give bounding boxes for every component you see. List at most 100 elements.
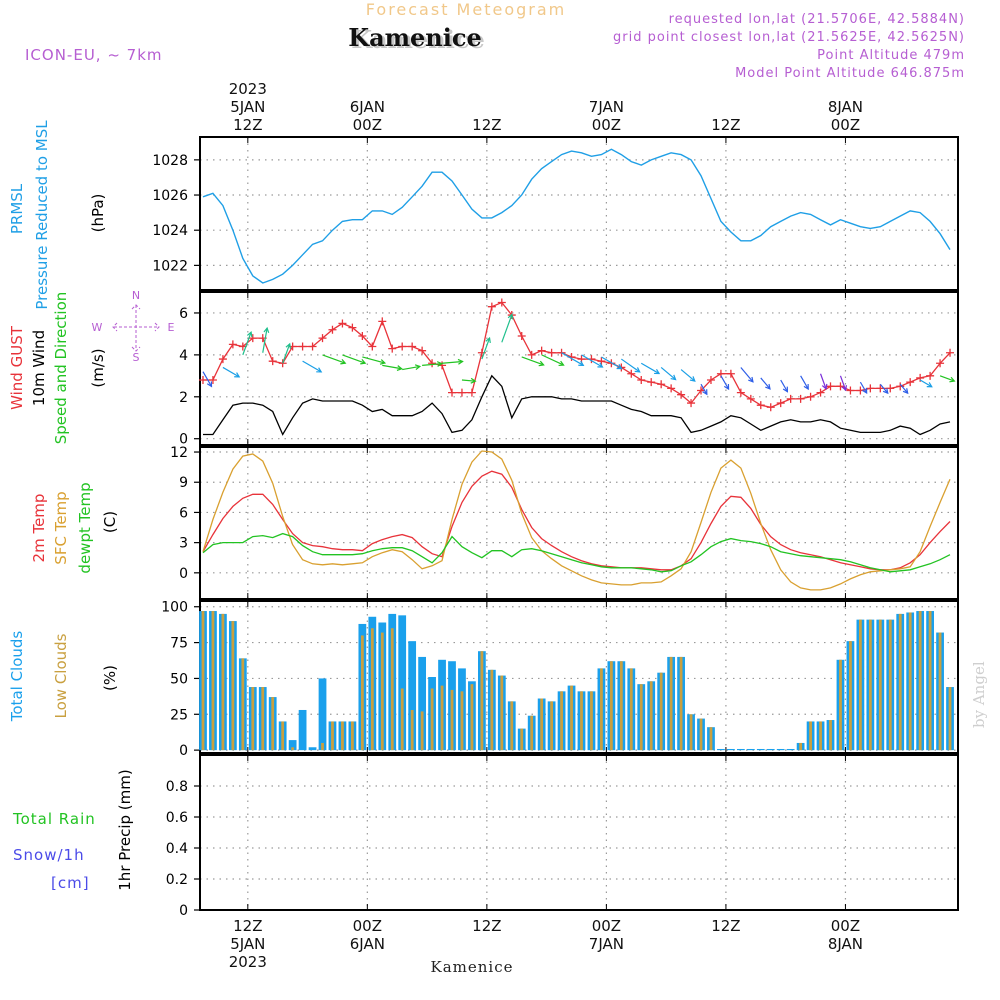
wind-gust-marker <box>766 403 775 412</box>
wind-direction-arrow <box>362 356 386 364</box>
wind-direction-arrowhead <box>246 330 253 338</box>
clouds-label-total: Total Clouds <box>8 631 26 723</box>
wind-gust-marker <box>637 376 646 385</box>
wind-gust-marker <box>687 399 696 408</box>
wind-gust-marker <box>368 342 377 351</box>
requested-coords: requested lon,lat (21.5706E, 42.5884N) <box>669 12 965 27</box>
clouds-y-tick-label: 75 <box>170 636 188 652</box>
pressure-label-prmsl: PRMSL <box>8 183 26 234</box>
low-cloud-bar <box>858 619 862 751</box>
wind-direction-arrow <box>601 356 622 370</box>
wind-direction-arrowhead <box>616 364 623 370</box>
bottom-time-tick-label: 6JAN <box>350 935 385 953</box>
wind-gust-marker <box>667 384 676 393</box>
wind-direction-arrowhead <box>803 383 809 391</box>
wind-gust-marker <box>776 399 785 408</box>
wind-gust-marker <box>358 332 367 341</box>
bottom-time-tick-label: 2023 <box>229 953 267 971</box>
wind-direction-arrowhead <box>782 386 789 393</box>
low-cloud-bar <box>251 687 255 751</box>
wind-gust-marker <box>268 357 277 366</box>
total-cloud-bar <box>308 747 317 751</box>
wind-gust-marker <box>527 350 536 359</box>
low-cloud-bar <box>341 721 344 751</box>
wind-direction-arrow <box>541 354 564 366</box>
wind-direction-arrowhead <box>821 383 828 391</box>
wind-direction-arrowhead <box>723 383 730 391</box>
bottom-time-tick-label: 00Z <box>592 917 621 935</box>
compass-e-label: E <box>168 321 175 334</box>
wind-direction-arrow <box>780 379 788 392</box>
wind-label-10m: 10m Wind <box>30 330 48 406</box>
wind-direction-arrow <box>282 343 291 364</box>
pressure-line <box>202 148 951 284</box>
low-cloud-bar <box>669 656 673 751</box>
wind-gust-marker <box>487 302 496 311</box>
top-time-tick-label: 7JAN <box>589 98 624 116</box>
wind-gust-marker <box>946 348 955 357</box>
wind-gust-marker <box>448 388 457 397</box>
wind-direction-arrow <box>581 354 603 368</box>
wind-gust-marker <box>408 342 417 351</box>
wind-gust-marker <box>657 380 666 389</box>
wind-gust-marker <box>218 355 227 364</box>
low-cloud-bar <box>211 611 215 751</box>
wind-direction-arrowhead <box>285 342 292 349</box>
low-cloud-bar <box>928 611 932 751</box>
wind-gust-marker <box>916 373 925 382</box>
low-cloud-bar <box>530 715 534 751</box>
wind-direction-arrowhead <box>206 381 213 388</box>
wind-direction-arrowhead <box>882 388 889 395</box>
low-cloud-bar <box>829 720 832 751</box>
wind-direction-arrowhead <box>538 360 545 367</box>
model-point-altitude: Model Point Altitude 646.875m <box>735 66 965 81</box>
wind-gust-marker <box>198 376 207 385</box>
low-cloud-bar <box>261 687 265 751</box>
temperature-y-tick-label: 9 <box>179 475 188 491</box>
total-cloud-bar <box>418 656 427 751</box>
wind-direction-arrowhead <box>470 377 477 384</box>
model-label: ICON-EU, ~ 7km <box>25 46 163 64</box>
wind-direction-arrow <box>839 375 847 391</box>
wind-direction-arrow <box>800 375 809 390</box>
wind-gust-marker <box>338 319 347 328</box>
wind-gust-marker <box>328 325 337 334</box>
location-title: Kamenice <box>348 23 482 52</box>
low-cloud-bar <box>221 613 225 751</box>
bottom-time-tick-label: 12Z <box>711 917 740 935</box>
wind-direction-arrowhead <box>841 385 848 392</box>
low-cloud-bar <box>520 728 524 751</box>
low-cloud-bar <box>629 668 633 751</box>
wind-direction-arrow <box>640 362 660 375</box>
footer-location: Kamenice <box>431 958 514 976</box>
total-cloud-bar <box>786 748 795 751</box>
wind-direction-arrowhead <box>765 383 771 390</box>
low-cloud-bar <box>918 611 922 751</box>
precip-y-tick-label: 0 <box>179 903 188 919</box>
wind-direction-arrowhead <box>670 374 677 381</box>
clouds-unit-label: (%) <box>101 665 119 691</box>
wind-gust-marker <box>806 392 815 401</box>
wind-direction-arrow <box>521 356 544 366</box>
top-time-tick-label: 2023 <box>229 80 267 98</box>
low-cloud-bar <box>291 747 295 751</box>
low-cloud-bar <box>400 688 404 751</box>
wind-direction-arrow <box>302 360 322 373</box>
top-time-tick-label: 8JAN <box>828 98 863 116</box>
low-cloud-bar <box>540 698 544 751</box>
wind-direction-arrowhead <box>558 360 565 367</box>
clouds-y-tick-label: 25 <box>170 707 188 723</box>
wind-direction-arrowhead <box>379 359 387 365</box>
low-cloud-bar <box>550 701 554 751</box>
wind-direction-arrowhead <box>360 359 367 365</box>
wind-gust-marker <box>647 378 656 387</box>
wind-direction-arrowhead <box>316 367 323 373</box>
wind-gust-marker <box>428 359 437 368</box>
top-time-tick-label: 00Z <box>592 116 621 134</box>
wind-direction-arrow <box>501 314 513 343</box>
low-cloud-bar <box>370 628 374 751</box>
wind-direction-arrowhead <box>436 361 443 367</box>
top-time-tick-label: 12Z <box>711 116 740 134</box>
precip-y-tick-label: 0.2 <box>166 872 188 888</box>
pressure-panel: 1022 1024 1026 1028 PRMSL Pressure Reduced to… <box>8 120 959 310</box>
